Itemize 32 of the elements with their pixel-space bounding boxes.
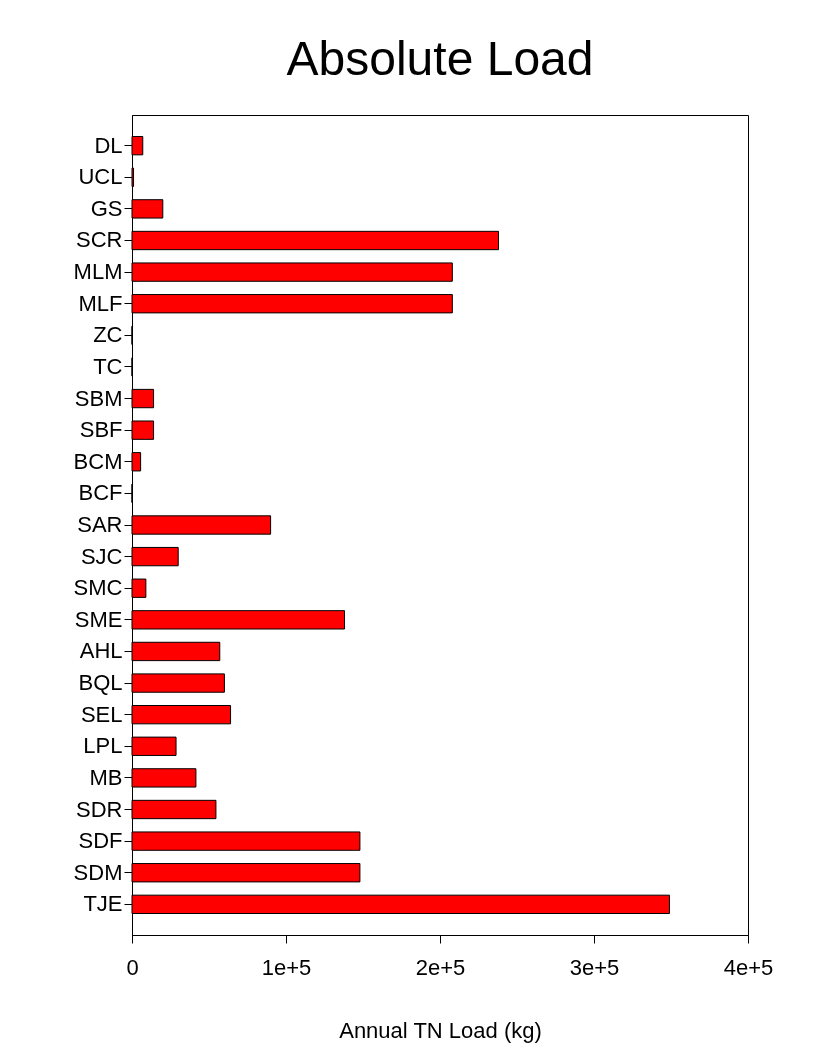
x-tick-label: 1e+5 bbox=[261, 954, 312, 980]
y-tick-label: SAR bbox=[77, 512, 123, 537]
y-tick-label: BQL bbox=[78, 670, 123, 696]
x-tick-label: 4e+5 bbox=[723, 954, 774, 980]
y-tick-label: SMC bbox=[73, 575, 123, 601]
y-tick-label: SBF bbox=[79, 417, 123, 443]
x-tick-label: 0 bbox=[126, 954, 139, 980]
y-tick-label: BCM bbox=[73, 448, 123, 474]
x-tick-label: 2e+5 bbox=[415, 954, 466, 980]
y-tick-label: SJC bbox=[80, 543, 123, 569]
y-tick-label: SEL bbox=[80, 701, 123, 727]
y-tick-label: MLF bbox=[78, 290, 123, 316]
y-tick-label: SBM bbox=[74, 385, 123, 411]
y-tick-label: SCR bbox=[76, 227, 123, 253]
y-tick-label: LPL bbox=[83, 733, 123, 759]
y-tick-label: MLM bbox=[73, 259, 123, 285]
y-tick-label: TC bbox=[93, 353, 123, 379]
y-tick-label: ZC bbox=[93, 322, 123, 348]
y-tick-label: TJE bbox=[83, 891, 123, 917]
y-tick-label: GS bbox=[90, 195, 123, 221]
y-tick-label: AHL bbox=[79, 638, 123, 664]
x-axis-title: Annual TN Load (kg) bbox=[339, 1017, 542, 1043]
y-tick-label: UCL bbox=[78, 164, 123, 190]
chart-title: Absolute Load bbox=[286, 32, 594, 85]
y-tick-label: SDM bbox=[73, 859, 123, 885]
y-tick-label: MB bbox=[89, 764, 123, 790]
y-tick-label: DL bbox=[94, 132, 123, 158]
x-tick-label: 3e+5 bbox=[569, 954, 620, 980]
y-tick-label: SME bbox=[74, 606, 123, 632]
y-tick-label: BCF bbox=[78, 480, 123, 506]
y-tick-label: SDF bbox=[78, 828, 123, 854]
y-tick-label: SDR bbox=[76, 796, 123, 822]
